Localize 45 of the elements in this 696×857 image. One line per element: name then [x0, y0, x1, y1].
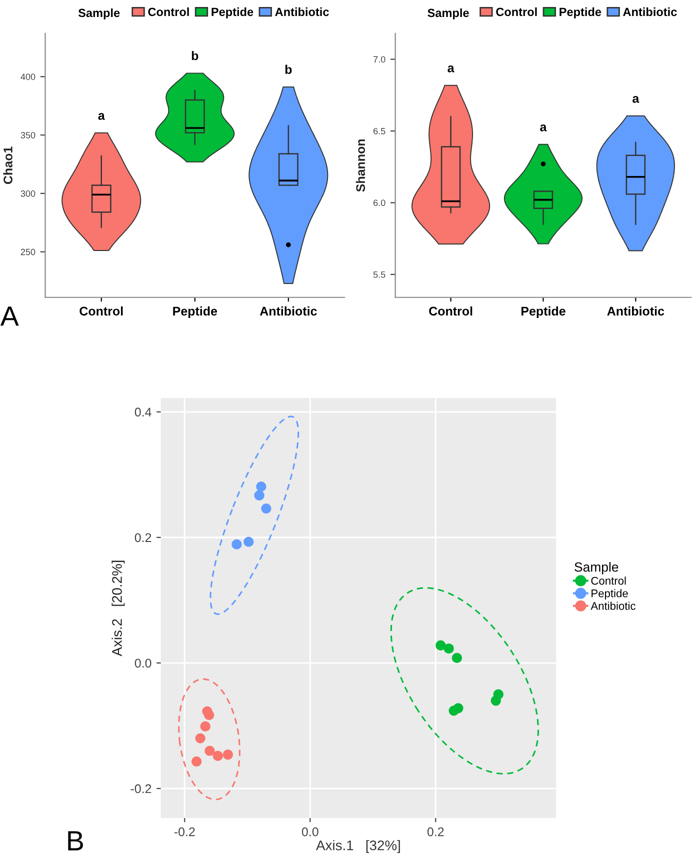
y-tick-label: 400: [20, 74, 36, 80]
legend-title: Sample: [78, 8, 120, 20]
legend-label: Peptide: [592, 589, 628, 600]
x-tick-label: Antibiotic: [260, 306, 317, 316]
y-tick-label: 0.0: [134, 658, 152, 668]
annotation: b: [192, 50, 198, 60]
legend-label: Antibiotic: [590, 602, 636, 610]
y-tick-label: 6.5: [374, 128, 386, 134]
y-tick-label: 0.2: [134, 533, 152, 542]
annotation: b: [285, 64, 292, 74]
x-axis-title: Axis.1 [32%]: [316, 840, 400, 854]
legend-label: Peptide: [560, 7, 602, 18]
y-tick-label: 250: [20, 248, 36, 256]
x-tick-label: Peptide: [521, 306, 566, 318]
x-tick-label: Peptide: [173, 306, 218, 318]
annotation: a: [98, 113, 105, 120]
legend-label: Control: [591, 576, 626, 585]
x-tick-label: Control: [429, 306, 472, 316]
legend-title: Sample: [574, 562, 618, 574]
legend-label: Control: [496, 7, 537, 16]
x-tick-label: 0.2: [427, 827, 444, 836]
text: B: [68, 831, 83, 850]
x-tick-label: 0.0: [302, 827, 318, 836]
y-tick-label: 0.4: [134, 408, 152, 417]
legend-label: Control: [148, 7, 189, 16]
y-tick-label: -0.2: [130, 784, 152, 794]
x-tick-label: Antibiotic: [607, 306, 664, 316]
legend-label: Antibiotic: [275, 7, 329, 16]
legend-label: Peptide: [212, 7, 254, 18]
legend-title: Sample: [428, 8, 469, 20]
y-axis-title: Axis.2 [20.2%]: [112, 560, 125, 656]
legend-label: Antibiotic: [623, 7, 677, 16]
x-tick-label: -0.2: [174, 827, 195, 836]
y-axis-title: Shannon: [356, 139, 366, 192]
annotation: a: [540, 124, 547, 132]
y-tick-label: 6.0: [374, 200, 386, 206]
y-tick-label: 300: [20, 190, 36, 197]
y-tick-label: 7.0: [374, 56, 386, 63]
y-tick-label: 5.5: [373, 271, 386, 278]
y-tick-label: 350: [20, 132, 36, 138]
annotation: a: [448, 66, 454, 72]
y-axis-title: Chao1: [3, 146, 12, 184]
x-tick-label: Control: [80, 306, 123, 316]
annotation: a: [632, 96, 640, 103]
text: A: [0, 306, 19, 326]
